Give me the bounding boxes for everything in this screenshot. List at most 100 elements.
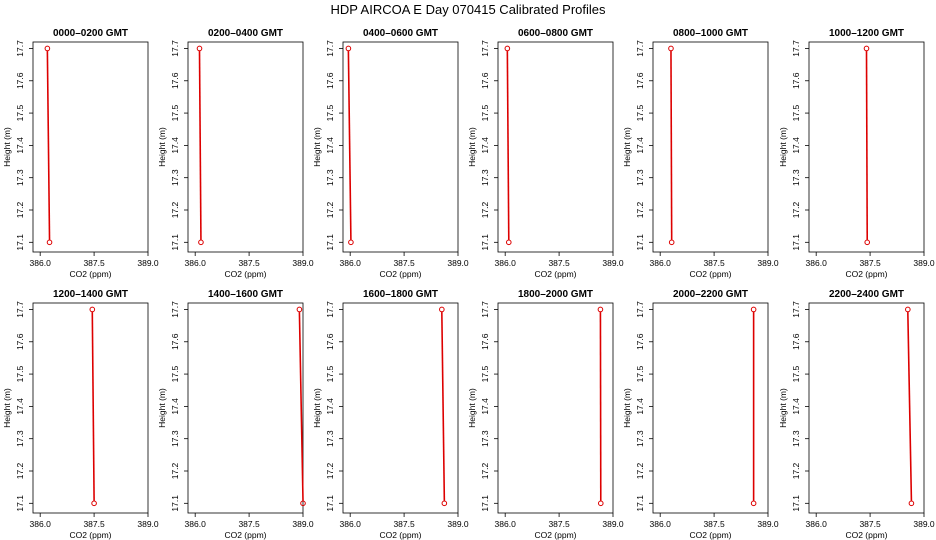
x-tick-label: 387.5	[238, 258, 260, 268]
y-tick-label: 17.2	[635, 201, 645, 218]
y-axis-label: Height (m)	[312, 127, 322, 167]
y-tick-label: 17.7	[170, 40, 180, 57]
y-tick-label: 17.3	[635, 169, 645, 186]
top-marker	[89, 306, 96, 313]
y-tick-label: 17.6	[480, 72, 490, 89]
top-marker	[668, 45, 674, 52]
plot-frame	[32, 41, 149, 253]
x-tick-label: 386.0	[340, 519, 362, 529]
y-tick-label: 17.2	[170, 201, 180, 218]
y-axis-label: Height (m)	[778, 127, 788, 167]
y-tick-label: 17.2	[791, 462, 801, 479]
top-marker	[196, 45, 203, 52]
x-tick-label: 389.0	[447, 519, 469, 529]
profile-line	[347, 51, 352, 240]
top-marker	[750, 306, 757, 313]
x-tick-label: 386.0	[340, 258, 362, 268]
x-tick-label: 389.0	[757, 519, 779, 529]
y-tick-label: 17.4	[325, 137, 335, 154]
y-tick-label: 17.6	[170, 72, 180, 89]
bottom-marker	[46, 239, 53, 246]
profile-line	[46, 51, 51, 240]
y-tick-label: 17.4	[480, 398, 490, 415]
x-tick-label: 386.0	[806, 258, 828, 268]
top-marker	[905, 306, 911, 313]
bottom-marker	[908, 500, 915, 507]
panel-2: 0200–0400 GMT 386.0 387.5 389.0 17.1 17.2 17.3…	[157, 28, 314, 279]
plot-frame	[652, 41, 769, 253]
top-marker	[44, 45, 51, 52]
profile-line	[441, 312, 446, 501]
panel-title: 0600–0800 GMT	[518, 28, 593, 39]
y-tick-label: 17.6	[635, 72, 645, 89]
x-tick-label: 387.5	[859, 258, 881, 268]
y-tick-label: 17.2	[325, 201, 335, 218]
y-axis-label: Height (m)	[467, 388, 477, 428]
profile-line	[907, 312, 913, 501]
y-tick-label: 17.6	[325, 333, 335, 350]
y-tick-label: 17.3	[170, 430, 180, 447]
x-axis-label: CO2 (ppm)	[69, 530, 111, 540]
plot-frame	[187, 41, 304, 253]
y-tick-label: 17.5	[635, 366, 645, 383]
bottom-marker	[91, 500, 97, 507]
panel-3: 0400–0600 GMT 386.0 387.5 389.0 17.1 17.2 17.3…	[312, 28, 469, 279]
y-tick-label: 17.5	[170, 366, 180, 383]
y-tick-label: 17.3	[791, 430, 801, 447]
x-tick-label: 387.5	[393, 519, 415, 529]
plot-frame	[342, 302, 459, 514]
panel-12: 2200–2400 GMT 386.0 387.5 389.0 17.1 17.2 17.3…	[778, 289, 935, 540]
x-axis-label: CO2 (ppm)	[379, 530, 421, 540]
y-tick-label: 17.7	[480, 40, 490, 57]
y-tick-label: 17.7	[791, 40, 801, 57]
y-tick-label: 17.1	[15, 234, 25, 251]
x-tick-label: 386.0	[650, 519, 672, 529]
x-tick-label: 389.0	[913, 519, 935, 529]
top-marker	[597, 306, 604, 313]
y-tick-label: 17.3	[480, 430, 490, 447]
y-tick-label: 17.5	[791, 105, 801, 122]
y-tick-label: 17.1	[635, 495, 645, 512]
y-tick-label: 17.6	[791, 333, 801, 350]
profile-line	[670, 51, 673, 240]
panel-title: 1200–1400 GMT	[53, 289, 128, 300]
y-tick-label: 17.3	[325, 169, 335, 186]
x-tick-label: 389.0	[913, 258, 935, 268]
y-tick-label: 17.1	[15, 495, 25, 512]
y-tick-label: 17.5	[15, 366, 25, 383]
y-tick-label: 17.6	[15, 72, 25, 89]
bottom-marker	[300, 500, 306, 507]
x-axis-label: CO2 (ppm)	[534, 530, 576, 540]
y-tick-label: 17.2	[480, 201, 490, 218]
y-tick-label: 17.5	[15, 105, 25, 122]
y-tick-label: 17.1	[170, 495, 180, 512]
plot-frame	[497, 41, 614, 253]
panel-4: 0600–0800 GMT 386.0 387.5 389.0 17.1 17.2 17.3…	[467, 28, 624, 279]
main-title: HDP AIRCOA E Day 070415 Calibrated Profi…	[330, 2, 606, 17]
x-tick-label: 389.0	[447, 258, 469, 268]
y-tick-label: 17.1	[325, 495, 335, 512]
y-tick-label: 17.7	[635, 301, 645, 318]
x-tick-label: 386.0	[30, 258, 52, 268]
x-tick-label: 386.0	[650, 258, 672, 268]
plot-frame	[652, 302, 769, 514]
x-tick-label: 387.5	[238, 519, 260, 529]
x-tick-label: 387.5	[83, 519, 105, 529]
y-tick-label: 17.5	[480, 105, 490, 122]
y-tick-label: 17.4	[635, 137, 645, 154]
x-axis-label: CO2 (ppm)	[845, 530, 887, 540]
x-tick-label: 387.5	[548, 519, 570, 529]
y-axis-label: Height (m)	[622, 127, 632, 167]
y-tick-label: 17.2	[15, 462, 25, 479]
x-tick-label: 387.5	[393, 258, 415, 268]
y-axis-label: Height (m)	[157, 127, 167, 167]
plot-frame	[497, 302, 614, 514]
profile-line	[506, 51, 510, 240]
profile-line	[298, 312, 304, 501]
y-tick-label: 17.7	[325, 301, 335, 318]
bottom-marker	[597, 500, 604, 507]
bottom-marker	[348, 239, 354, 246]
panel-7: 1200–1400 GMT 386.0 387.5 389.0 17.1 17.2 17.3…	[2, 289, 159, 540]
